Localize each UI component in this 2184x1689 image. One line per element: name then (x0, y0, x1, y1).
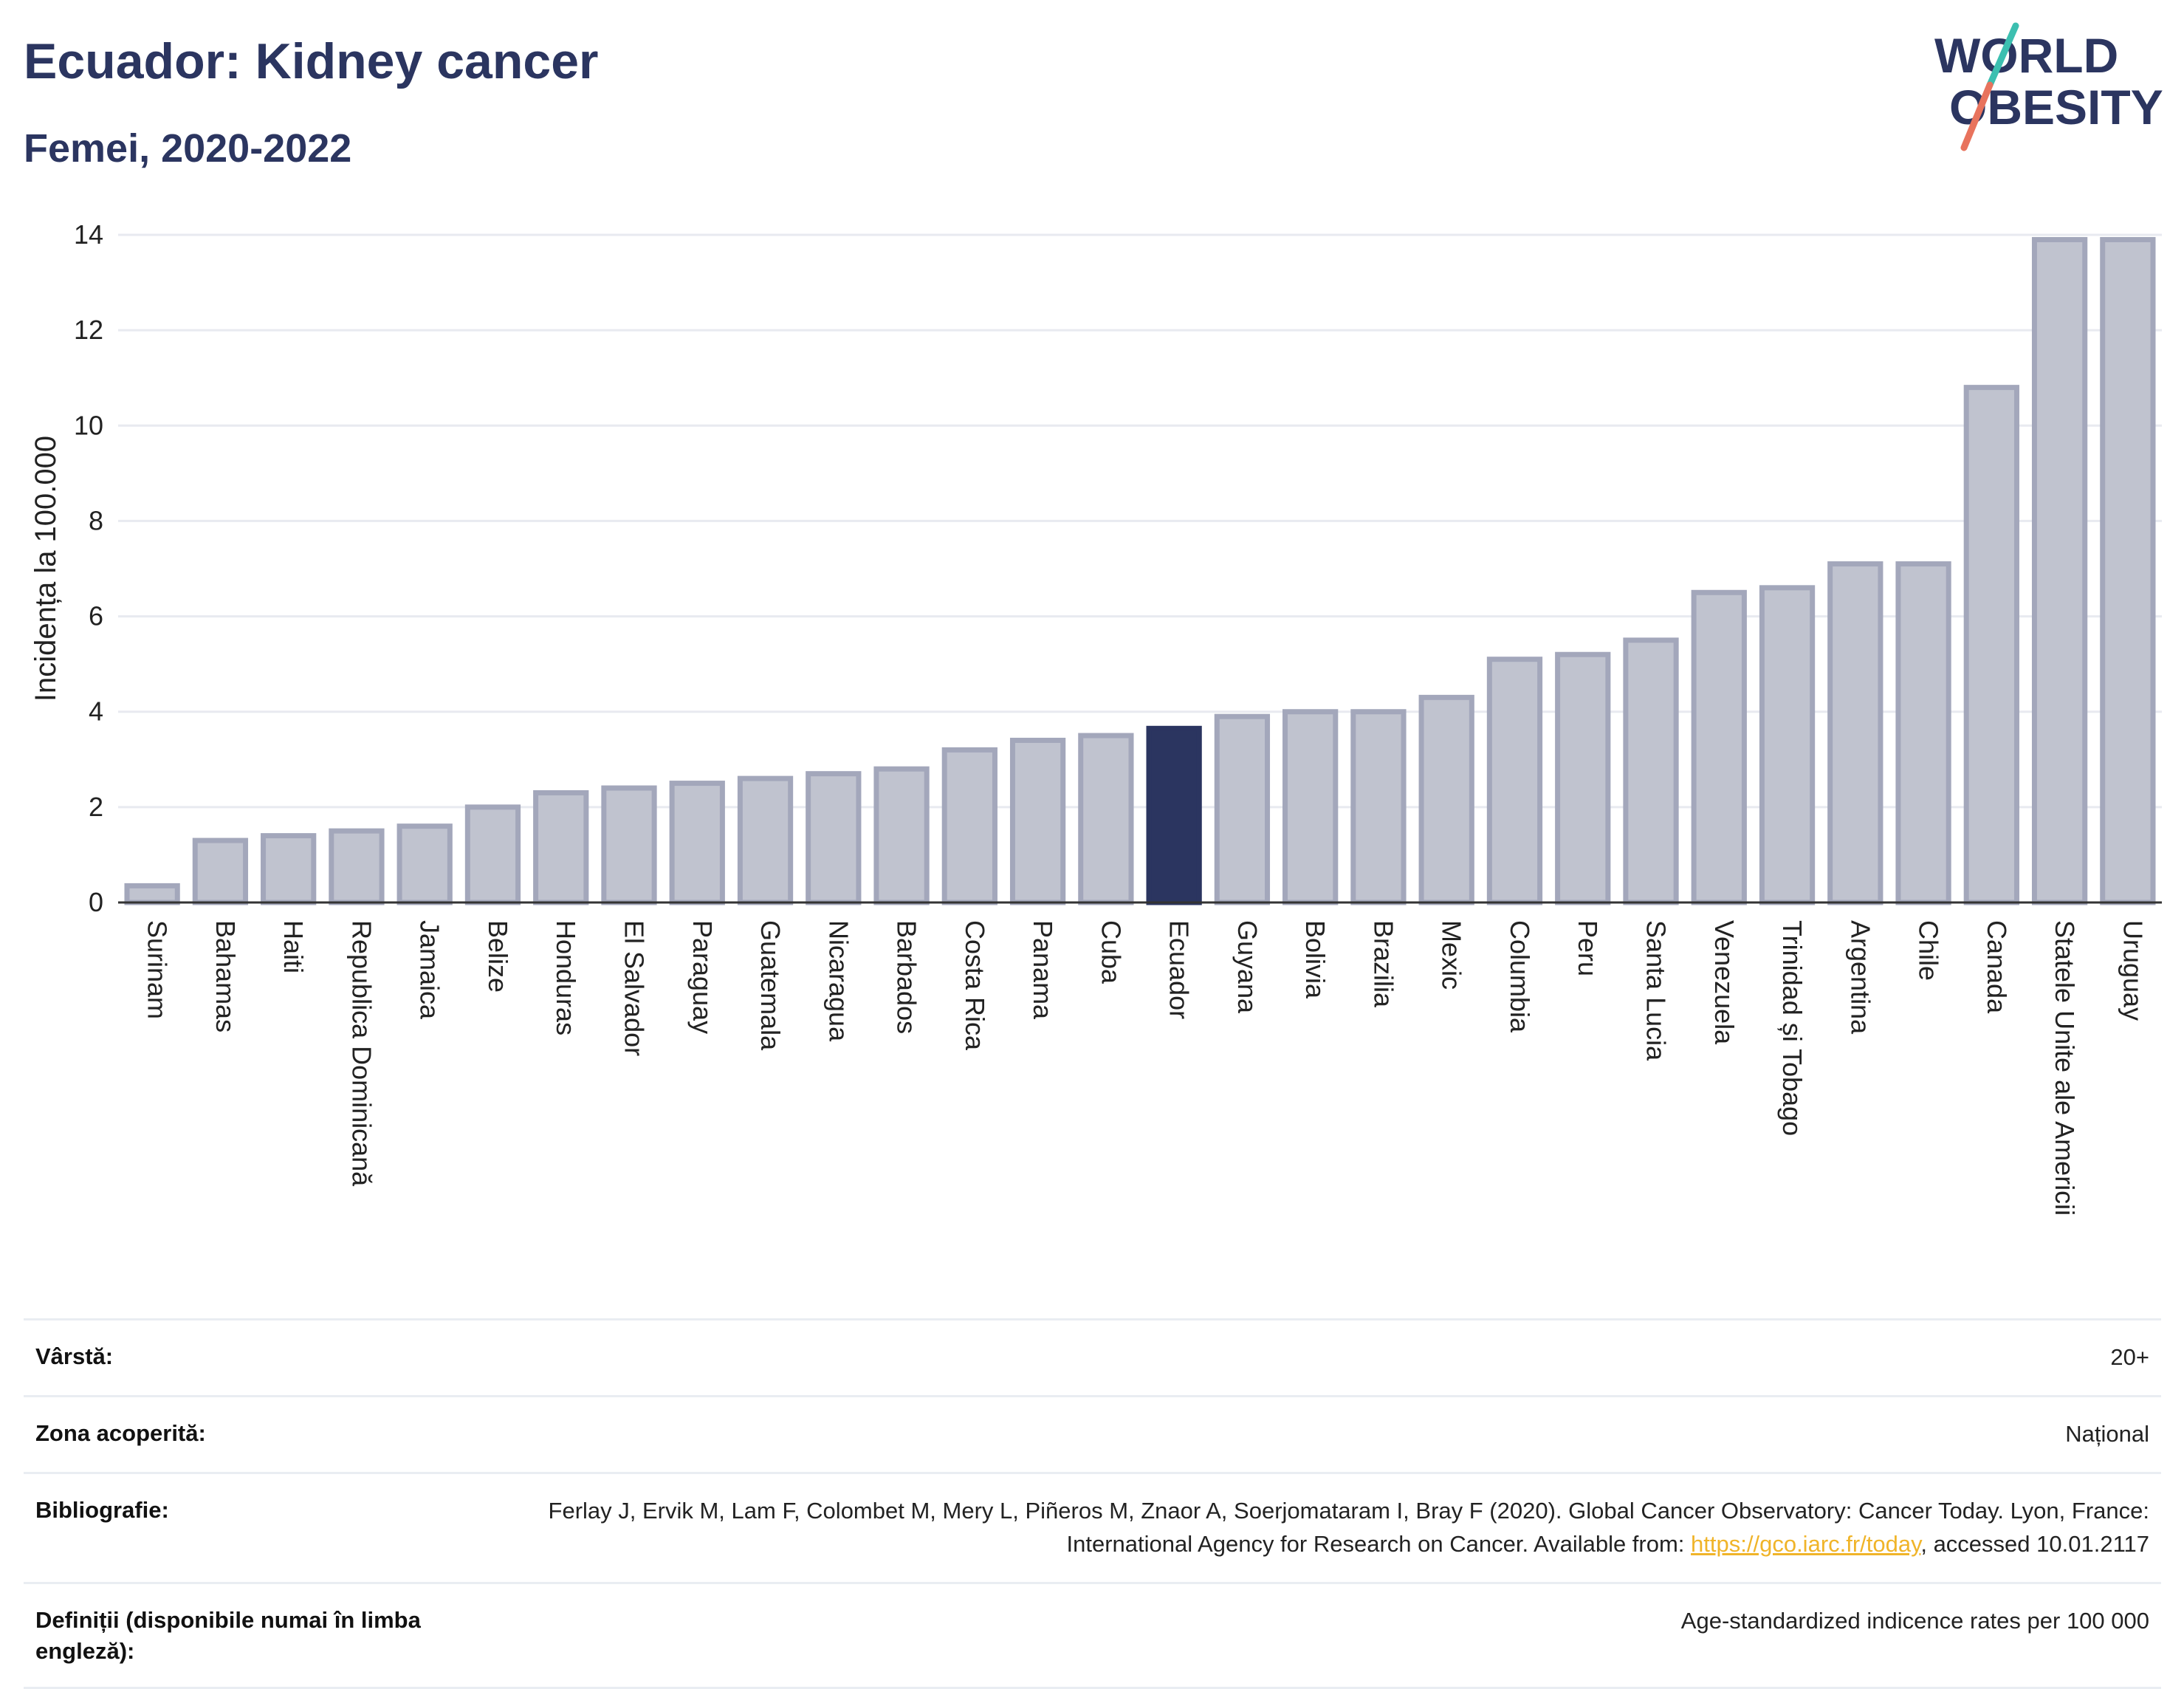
x-tick-label: Jamaica (415, 920, 445, 1020)
x-tick-label: Santa Lucia (1641, 920, 1671, 1061)
bar-uruguay (2100, 236, 2156, 905)
bar-republica-dominican- (329, 828, 385, 905)
meta-value: 20+ (2110, 1344, 2149, 1370)
x-tick-label: Canada (1982, 920, 2012, 1014)
x-tick-label: Chile (1914, 920, 1944, 981)
x-tick-label: Venezuela (1709, 920, 1740, 1045)
y-tick-label: 12 (74, 315, 103, 345)
x-tick-label: Cuba (1096, 920, 1126, 984)
meta-label: Bibliografie: (35, 1496, 169, 1523)
x-tick-label: Costa Rica (960, 920, 990, 1051)
x-tick-label: Panama (1028, 920, 1058, 1020)
bar-surinam (124, 883, 180, 905)
x-tick-label: Mexic (1437, 920, 1467, 990)
bar-chile (1895, 561, 1951, 905)
y-tick-label: 2 (89, 792, 103, 822)
bar-el-salvador (601, 785, 657, 905)
meta-row-definitions: Definiții (disponibile numai în limba en… (24, 1581, 2161, 1689)
y-tick-labels: 0 2 4 6 8 10 12 14 (74, 219, 103, 917)
x-tick-label: Republica Dominicană (346, 920, 377, 1187)
bar-statele-unite-ale-americii (2031, 236, 2088, 905)
x-tick-label: Belize (483, 920, 513, 993)
bar-paraguay (669, 781, 725, 905)
bar-guatemala (737, 775, 794, 905)
x-tick-label: Statele Unite ale Americii (2050, 920, 2080, 1216)
bars (124, 236, 2156, 905)
bar-ecuador (1146, 725, 1202, 905)
bar-nicaragua (806, 771, 862, 905)
x-tick-label: Haiti (278, 920, 309, 973)
x-tick-label: Paraguay (687, 920, 718, 1034)
bar-mexic (1418, 694, 1474, 905)
y-axis-label: Incidența la 100.000 (30, 436, 62, 702)
bar-honduras (533, 789, 589, 905)
world-obesity-logo: WORLD OBESITY (1934, 22, 2163, 151)
meta-row-bibliography: Bibliografie: Ferlay J, Ervik M, Lam F, … (24, 1471, 2161, 1582)
bar-argentina (1827, 561, 1883, 905)
x-tick-label: Uruguay (2118, 920, 2148, 1021)
meta-row-coverage: Zona acoperită: Național (24, 1394, 2161, 1472)
bar-haiti (261, 833, 317, 905)
y-tick-label: 8 (89, 505, 103, 535)
x-tick-label: Brazilia (1368, 920, 1398, 1008)
x-tick-label: Bahamas (210, 920, 241, 1032)
x-tick-label: Trinidad și Tobago (1777, 920, 1807, 1136)
x-tick-label: Bolivia (1300, 920, 1330, 999)
bibliography-suffix: , accessed 10.01.2117 (1920, 1530, 2149, 1557)
x-tick-label: Surinam (142, 920, 173, 1019)
bar-barbados (873, 766, 930, 905)
meta-label: Definiții (disponibile numai în limba en… (35, 1606, 421, 1664)
grid-lines (118, 233, 2162, 809)
bar-panama (1009, 737, 1066, 905)
bar-bolivia (1282, 709, 1339, 905)
bar-bahamas (192, 837, 249, 905)
bar-cuba (1078, 733, 1134, 905)
x-tick-label: El Salvador (619, 920, 649, 1056)
logo-slash-top (1986, 22, 2019, 89)
meta-value: Național (2065, 1420, 2149, 1447)
x-tick-label: Argentina (1845, 920, 1875, 1035)
bar-costa-rica (941, 747, 997, 905)
x-tick-label: Honduras (551, 920, 581, 1035)
bar-jamaica (396, 823, 453, 905)
bar-trinidad-i-tobago (1759, 585, 1816, 905)
bar-santa-lucia (1623, 637, 1679, 905)
y-tick-label: 14 (74, 219, 103, 250)
bibliography-link[interactable]: https://gco.iarc.fr/today (1691, 1530, 1921, 1557)
meta-label: Zona acoperită: (35, 1419, 206, 1446)
bibliography-text: Ferlay J, Ervik M, Lam F, Colombet M, Me… (548, 1497, 2149, 1557)
page-subtitle: Femei, 2020-2022 (24, 126, 352, 171)
bar-chart: 0 2 4 6 8 10 12 14 Surinam Bahamas Haiti Republica… (30, 219, 2162, 1216)
meta-label: Vârstă: (35, 1343, 114, 1369)
meta-value: Age-standardized indicence rates per 100… (1680, 1607, 2149, 1634)
y-tick-label: 0 (89, 887, 103, 917)
x-tick-label: Ecuador (1164, 920, 1195, 1019)
metadata-table: Vârstă: 20+ Zona acoperită: Național Bib… (24, 1318, 2161, 1689)
bar-canada (1963, 385, 2019, 905)
x-tick-labels: Surinam Bahamas Haiti Republica Dominicană J… (142, 920, 2149, 1216)
x-tick-label: Guyana (1232, 920, 1263, 1014)
x-tick-label: Guatemala (755, 920, 786, 1051)
x-tick-label: Nicaragua (823, 920, 854, 1042)
bar-belize (464, 804, 521, 905)
bar-venezuela (1691, 589, 1747, 905)
x-tick-label: Barbados (892, 920, 922, 1034)
bar-guyana (1214, 713, 1271, 905)
y-tick-label: 10 (74, 410, 103, 440)
bar-columbia (1486, 657, 1543, 905)
bar-brazilia (1350, 709, 1407, 905)
x-tick-label: Columbia (1505, 920, 1535, 1033)
logo-text-world: WORLD (1934, 28, 2118, 83)
x-tick-label: Peru (1573, 920, 1603, 976)
page-title: Ecuador: Kidney cancer (24, 33, 599, 89)
logo-slash-bottom (1960, 81, 1994, 151)
bar-peru (1555, 651, 1611, 905)
y-tick-label: 6 (89, 601, 103, 631)
y-tick-label: 4 (89, 696, 103, 727)
meta-value-bibliography: Ferlay J, Ervik M, Lam F, Colombet M, Me… (505, 1474, 2161, 1582)
meta-row-age: Vârstă: 20+ (24, 1318, 2161, 1395)
